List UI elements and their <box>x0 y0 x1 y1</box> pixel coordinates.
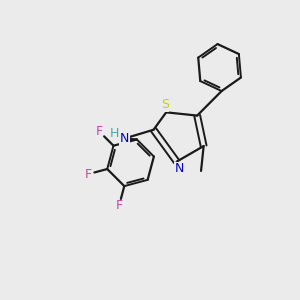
Text: N: N <box>120 132 129 146</box>
Text: H: H <box>110 127 119 140</box>
Text: F: F <box>116 199 123 212</box>
Text: F: F <box>96 125 103 138</box>
Text: F: F <box>85 168 92 181</box>
Text: N: N <box>174 163 184 176</box>
Text: S: S <box>161 98 169 112</box>
